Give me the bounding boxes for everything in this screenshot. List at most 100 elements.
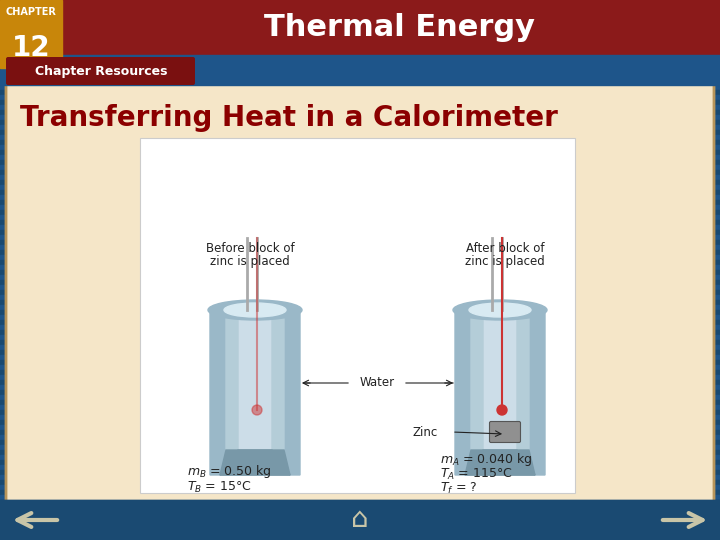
Bar [0, 515, 720, 520]
Bar [0, 85, 720, 90]
Bar [0, 40, 720, 45]
Bar [0, 525, 720, 530]
Bar [0, 395, 720, 400]
Text: CHAPTER: CHAPTER [6, 7, 56, 17]
Bar [0, 440, 720, 445]
Bar [0, 305, 720, 310]
Bar [0, 35, 720, 40]
Bar [0, 455, 720, 460]
Ellipse shape [453, 300, 547, 320]
Text: Zinc: Zinc [413, 426, 438, 438]
Bar [0, 270, 720, 275]
Bar [0, 5, 720, 10]
FancyBboxPatch shape [490, 422, 521, 442]
Bar [0, 425, 720, 430]
Bar [0, 55, 720, 60]
Text: After block of: After block of [466, 241, 544, 254]
Bar [0, 400, 720, 405]
Bar [0, 275, 720, 280]
Polygon shape [517, 310, 529, 455]
Bar [0, 265, 720, 270]
Bar [0, 420, 720, 425]
Text: $T_f$ = ?: $T_f$ = ? [440, 481, 477, 496]
Polygon shape [226, 310, 238, 455]
Bar [0, 75, 720, 80]
Bar [0, 520, 720, 525]
Bar [0, 530, 720, 535]
Text: 12: 12 [12, 34, 50, 62]
Bar [0, 515, 720, 520]
Bar [0, 135, 720, 140]
Bar [0, 500, 720, 505]
Text: $m_A$ = 0.040 kg: $m_A$ = 0.040 kg [440, 451, 533, 469]
Polygon shape [210, 310, 226, 475]
Bar [0, 470, 720, 475]
Text: $m_B$ = 0.50 kg: $m_B$ = 0.50 kg [187, 463, 272, 481]
Bar [0, 460, 720, 465]
Bar [0, 260, 720, 265]
Bar [0, 530, 720, 535]
Bar [238, 310, 272, 450]
Bar [0, 0, 720, 5]
Ellipse shape [224, 303, 286, 317]
Bar [0, 95, 720, 100]
Bar [0, 160, 720, 165]
Bar [0, 245, 720, 250]
Bar [0, 480, 720, 485]
Bar [0, 0, 720, 55]
Text: Before block of: Before block of [206, 241, 294, 254]
Polygon shape [465, 450, 535, 475]
Bar [0, 240, 720, 245]
Bar [0, 60, 720, 65]
Bar [0, 355, 720, 360]
Bar [0, 345, 720, 350]
Polygon shape [455, 310, 471, 475]
Bar [0, 465, 720, 470]
Bar [0, 80, 720, 85]
Text: zinc is placed: zinc is placed [210, 254, 290, 267]
Text: $T_A$ = 115°C: $T_A$ = 115°C [440, 467, 513, 482]
Bar [0, 510, 720, 515]
Circle shape [497, 405, 507, 415]
Bar [0, 230, 720, 235]
Polygon shape [220, 450, 290, 475]
Bar [0, 110, 720, 115]
Bar [0, 415, 720, 420]
Bar [0, 225, 720, 230]
Bar [0, 535, 720, 540]
Bar [0, 45, 720, 50]
Bar [0, 175, 720, 180]
Bar [0, 220, 720, 225]
Bar [0, 475, 720, 480]
Bar [0, 190, 720, 195]
Text: Transferring Heat in a Calorimeter: Transferring Heat in a Calorimeter [20, 104, 558, 132]
Bar [0, 55, 720, 85]
FancyBboxPatch shape [6, 57, 195, 85]
Text: ⌂: ⌂ [351, 505, 369, 533]
Bar [0, 405, 720, 410]
Bar [0, 435, 720, 440]
Polygon shape [272, 310, 284, 455]
Bar [0, 285, 720, 290]
Bar [0, 385, 720, 390]
Bar [0, 185, 720, 190]
Bar [0, 255, 720, 260]
Bar [0, 520, 720, 525]
Bar [0, 340, 720, 345]
Polygon shape [284, 310, 300, 475]
Bar [0, 450, 720, 455]
Bar [0, 120, 720, 125]
Bar [0, 485, 720, 490]
Bar [0, 510, 720, 515]
Bar [0, 505, 720, 510]
FancyBboxPatch shape [6, 79, 714, 505]
Polygon shape [465, 450, 535, 475]
Bar [0, 90, 720, 95]
Bar [0, 150, 720, 155]
Bar [0, 70, 720, 75]
Bar [0, 375, 720, 380]
Bar [0, 130, 720, 135]
Text: zinc is placed: zinc is placed [465, 254, 545, 267]
Bar [0, 315, 720, 320]
Ellipse shape [469, 303, 531, 317]
